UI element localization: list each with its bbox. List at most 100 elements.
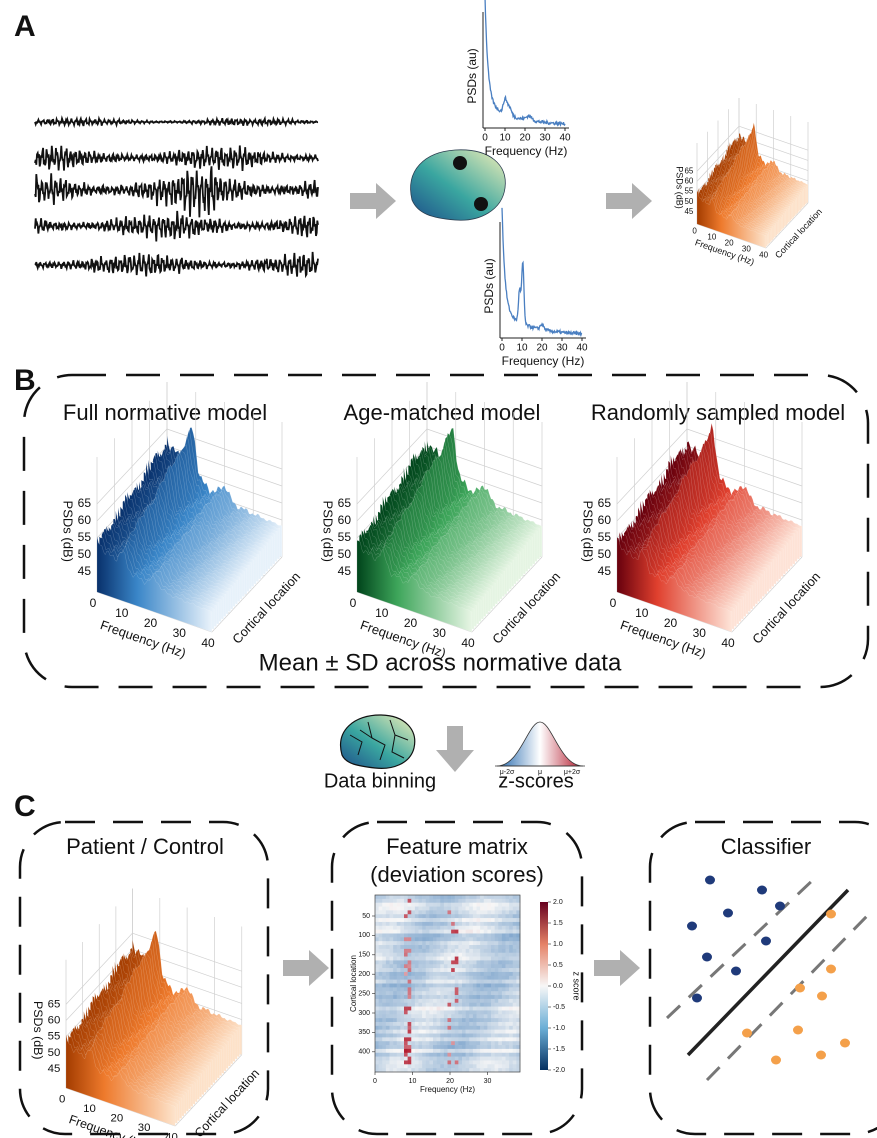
heatmap-cell	[498, 979, 503, 984]
heatmap-cell	[440, 910, 445, 915]
heatmap-cell	[418, 991, 423, 996]
heatmap-cell	[505, 983, 510, 988]
heatmap-cell	[472, 1048, 477, 1054]
x-tick-label: 20	[446, 1078, 454, 1085]
heatmap-cell	[411, 987, 416, 992]
heatmap-cell	[487, 910, 492, 915]
heatmap-cell	[382, 918, 387, 923]
heatmap-cell	[512, 921, 517, 927]
heatmap-cell	[375, 906, 379, 911]
heatmap-cell	[404, 1052, 408, 1057]
heatmap-cell	[491, 1014, 495, 1019]
heatmap-cell	[385, 895, 390, 900]
heatmap-cell	[447, 1006, 452, 1011]
heatmap-cell	[378, 895, 383, 900]
heatmap-cell	[443, 914, 448, 919]
heatmap-cell	[487, 964, 492, 969]
y-tick-label: 200	[358, 971, 370, 978]
heatmap-cell	[505, 995, 510, 1000]
heatmap-cell	[469, 948, 474, 954]
heatmap-cell	[451, 933, 456, 938]
heatmap-cell	[498, 1010, 503, 1015]
heatmap-cell	[429, 902, 434, 907]
heatmap-cell	[480, 902, 485, 907]
heatmap-cell	[378, 1052, 383, 1057]
heatmap-cell	[385, 902, 390, 907]
heatmap-cell	[483, 933, 488, 938]
heatmap-cell	[407, 1014, 412, 1019]
heatmap-cell	[465, 1037, 470, 1042]
heatmap-cell	[454, 948, 459, 954]
heatmap-cell	[516, 1021, 521, 1027]
heatmap-cell	[505, 975, 510, 980]
heatmap-cell	[516, 1068, 521, 1073]
heatmap-cell	[433, 1033, 437, 1038]
heatmap-cell	[501, 995, 506, 1000]
heatmap-cell	[389, 1064, 394, 1069]
heatmap-cell	[472, 906, 477, 911]
heatmap-cell	[498, 1033, 503, 1038]
heatmap-cell	[422, 1014, 427, 1019]
heatmap-cell	[443, 956, 448, 961]
heatmap-cell	[462, 1064, 466, 1069]
heatmap-cell	[454, 964, 459, 969]
heatmap-cell	[425, 956, 430, 961]
heatmap-cell	[462, 991, 466, 996]
heatmap-cell	[436, 929, 441, 934]
heatmap-cell	[454, 979, 459, 984]
heatmap-cell	[451, 998, 456, 1004]
heatmap-cell	[404, 952, 408, 957]
heatmap-cell	[400, 1041, 405, 1046]
heatmap-cell	[451, 1002, 456, 1007]
heatmap-cell	[440, 968, 445, 973]
heatmap-cell	[425, 948, 430, 954]
heatmap-cell	[436, 960, 441, 965]
heatmap-cell	[516, 941, 521, 946]
heatmap-cell	[418, 910, 423, 915]
heatmap-cell	[498, 968, 503, 973]
z-axis-label: PSDs (dB)	[581, 501, 596, 562]
heatmap-cell	[407, 902, 412, 907]
heatmap-cell	[393, 925, 398, 930]
heatmap-cell	[505, 914, 510, 919]
heatmap-cell	[487, 1045, 492, 1050]
heatmap-cell	[476, 1068, 481, 1073]
heatmap-cell	[422, 937, 427, 942]
heatmap-cell	[411, 918, 416, 923]
heatmap-cell	[443, 979, 448, 984]
heatmap-cell	[447, 902, 452, 907]
heatmap-cell	[494, 914, 499, 919]
heatmap-cell	[433, 956, 437, 961]
z-tick-label: 45	[338, 564, 352, 578]
heatmap-cell	[400, 945, 405, 950]
heatmap-cell	[407, 918, 412, 923]
heatmap-cell	[512, 1041, 517, 1046]
heatmap-cell	[422, 987, 427, 992]
heatmap-cell	[454, 902, 459, 907]
heatmap-cell	[505, 895, 510, 900]
heatmap-cell	[469, 1010, 474, 1015]
heatmap-cell	[396, 1052, 401, 1057]
heatmap-cell	[454, 929, 459, 934]
heatmap-cell	[462, 902, 466, 907]
heatmap-cell	[487, 1029, 492, 1034]
heatmap-cell	[396, 975, 401, 980]
heatmap-cell	[411, 1045, 416, 1050]
heatmap-cell	[498, 956, 503, 961]
heatmap-cell	[411, 1025, 416, 1030]
heatmap-cell	[400, 1002, 405, 1007]
heatmap-cell	[443, 1056, 448, 1061]
heatmap-cell	[451, 1033, 456, 1038]
heatmap-cell	[436, 995, 441, 1000]
heatmap-cell	[382, 960, 387, 965]
heatmap-cell	[429, 1068, 434, 1073]
heatmap-cell	[378, 1060, 383, 1065]
heatmap-cell	[433, 960, 437, 965]
heatmap-cell	[509, 1002, 514, 1007]
heatmap-cell	[509, 960, 514, 965]
heatmap-cell	[469, 968, 474, 973]
heatmap-cell	[458, 1025, 463, 1030]
heatmap-cell	[436, 987, 441, 992]
heatmap-cell	[487, 1052, 492, 1057]
heatmap-cell	[407, 921, 412, 927]
